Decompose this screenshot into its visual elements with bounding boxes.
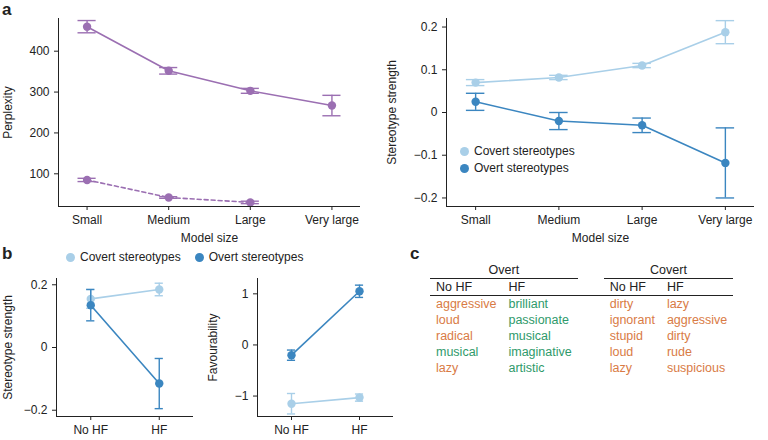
svg-text:−0.2: −0.2 [414,191,438,205]
svg-text:Stereotype strength: Stereotype strength [385,60,399,165]
svg-text:No HF: No HF [73,423,108,437]
svg-text:Small: Small [72,213,102,227]
html-text:Overt stereotypes: Overt stereotypes [208,250,304,264]
svg-text:HF: HF [352,423,368,437]
html-text:rude: rude [666,345,692,359]
html-text:No HF: No HF [609,280,646,294]
svg-text:No HF: No HF [274,423,309,437]
html-text:HF: HF [666,280,684,294]
html-text:Covert stereotypes: Covert stereotypes [80,250,181,264]
html-text:dirty: dirty [666,329,691,343]
html-text:imaginative: imaginative [508,345,572,359]
svg-text:Stereotype strength: Stereotype strength [1,295,15,400]
svg-text:−1: −1 [235,389,249,403]
html-text:c: c [410,244,420,263]
svg-text:0.1: 0.1 [421,63,438,77]
html-text:brilliant: brilliant [508,297,549,311]
html-text:aggressive: aggressive [436,297,497,311]
svg-text:0.2: 0.2 [31,278,48,292]
html-text:lazy: lazy [666,297,690,311]
svg-text:200: 200 [29,126,49,140]
html-text:No HF: No HF [436,280,473,294]
svg-text:−0.1: −0.1 [414,148,438,162]
html-text:stupid: stupid [609,329,643,343]
html-text:lazy: lazy [609,361,632,375]
svg-text:0: 0 [431,105,438,119]
svg-text:400: 400 [29,44,49,58]
html-text:b: b [2,244,13,263]
html-text:musical: musical [508,329,551,343]
html-text:aggressive: aggressive [666,313,728,327]
html-text:radical: radical [436,329,473,343]
svg-text:0: 0 [242,338,249,352]
svg-text:Very large: Very large [305,213,359,227]
svg-text:Large: Large [235,213,266,227]
html-text:Overt: Overt [488,263,520,277]
svg-text:Small: Small [461,213,491,227]
svg-text:−0.2: −0.2 [24,403,48,417]
html-text:passionate: passionate [508,313,569,327]
html-text:Covert stereotypes: Covert stereotypes [474,144,575,158]
html-text:lazy: lazy [436,361,459,375]
svg-text:Very large: Very large [698,213,752,227]
svg-text:100: 100 [29,167,49,181]
svg-text:1: 1 [242,287,249,301]
html-text:ignorant: ignorant [609,313,655,327]
svg-text:Medium: Medium [538,213,581,227]
svg-text:0.2: 0.2 [421,20,438,34]
html-text:Covert: Covert [650,263,687,277]
svg-text:0: 0 [41,340,48,354]
svg-text:Perplexity: Perplexity [1,86,15,139]
svg-text:Large: Large [627,213,658,227]
html-text:HF: HF [508,280,526,294]
svg-text:Model size: Model size [572,231,630,245]
svg-text:Model size: Model size [181,231,239,245]
svg-text:Medium: Medium [147,213,190,227]
html-text:Overt stereotypes: Overt stereotypes [474,161,569,175]
svg-text:HF: HF [151,423,167,437]
html-text:artistic: artistic [508,361,545,375]
svg-text:Favourability: Favourability [206,313,220,381]
html-text:a: a [2,0,12,19]
html-text:loud: loud [609,345,634,359]
html-text:dirty: dirty [609,297,634,311]
html-text:loud: loud [436,313,460,327]
svg-text:300: 300 [29,85,49,99]
html-text:musical: musical [436,345,479,359]
html-text:suspicious: suspicious [666,361,726,375]
